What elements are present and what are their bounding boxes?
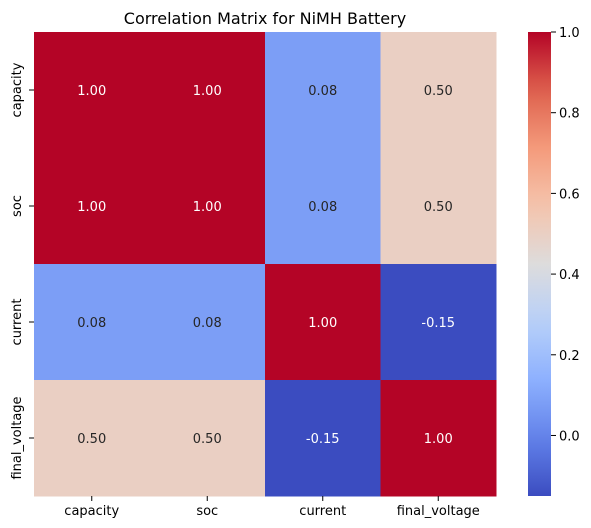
colorbar-gradient [528,32,551,496]
heatmap-cell-labels: 1.00 1.00 0.08 0.50 1.00 1.00 0.08 0.50 0.08 0.08… [77,84,455,447]
heatmap-cell-final_voltage-capacity [34,380,151,497]
colorbar-tick-label: 0.2 [559,349,580,364]
cell-label-current-capacity: 0.08 [77,316,106,331]
heatmap-cell-current-capacity [34,264,151,381]
cell-label-current-soc: 0.08 [193,316,222,331]
heatmap-cell-current-soc [149,264,266,381]
heatmap-cell-soc-capacity [34,148,151,265]
colorbar-tick-label: 0.8 [559,107,580,122]
heatmap-cell-soc-soc [149,148,266,265]
x-tick-label-current: current [299,504,346,519]
heatmap-cell-final_voltage-current [265,380,382,497]
y-tick-label-capacity: capacity [10,62,25,117]
heatmap-cell-current-final_voltage [380,264,497,381]
colorbar: 0.0 0.2 0.4 0.6 0.8 1.0 [528,26,580,496]
cell-label-capacity-current: 0.08 [308,84,337,99]
cell-label-current-current: 1.00 [308,316,337,331]
cell-label-final_voltage-capacity: 0.50 [77,432,106,447]
colorbar-tick-label: 0.6 [559,187,580,202]
cell-label-soc-current: 0.08 [308,200,337,215]
heatmap-axes: capacity soc current final_voltage capacity s… [10,62,480,519]
heatmap-cell-capacity-capacity [34,32,151,149]
cell-label-final_voltage-current: -0.15 [306,432,340,447]
y-tick-label-final_voltage: final_voltage [10,396,25,479]
cell-label-capacity-capacity: 1.00 [77,84,106,99]
heatmap-cell-final_voltage-final_voltage [380,380,497,497]
cell-label-final_voltage-soc: 0.50 [193,432,222,447]
heatmap-cell-capacity-current [265,32,382,149]
cell-label-capacity-soc: 1.00 [193,84,222,99]
colorbar-tick-label: 1.0 [559,26,580,41]
heatmap-cell-soc-final_voltage [380,148,497,265]
heatmap-cell-capacity-soc [149,32,266,149]
heatmap-cell-capacity-final_voltage [380,32,497,149]
cell-label-soc-final_voltage: 0.50 [424,200,453,215]
x-tick-label-capacity: capacity [64,504,119,519]
x-tick-label-soc: soc [196,504,218,519]
cell-label-current-final_voltage: -0.15 [421,316,455,331]
heatmap-cell-final_voltage-soc [149,380,266,497]
cell-label-final_voltage-final_voltage: 1.00 [424,432,453,447]
cell-label-capacity-final_voltage: 0.50 [424,84,453,99]
cell-label-soc-capacity: 1.00 [77,200,106,215]
colorbar-tick-label: 0.4 [559,268,580,283]
chart-title: Correlation Matrix for NiMH Battery [124,9,406,28]
heatmap-cell-current-current [265,264,382,381]
y-tick-label-soc: soc [10,195,25,217]
colorbar-tick-label: 0.0 [559,429,580,444]
x-tick-label-final_voltage: final_voltage [397,504,480,519]
y-tick-label-current: current [10,299,25,346]
heatmap-cells [34,32,497,497]
cell-label-soc-soc: 1.00 [193,200,222,215]
heatmap-cell-soc-current [265,148,382,265]
